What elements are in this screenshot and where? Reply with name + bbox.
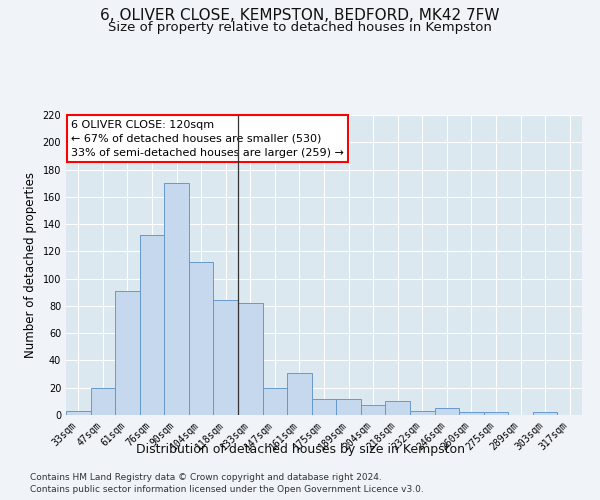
Y-axis label: Number of detached properties: Number of detached properties (24, 172, 37, 358)
Bar (115, 291, 140, 415)
Bar (484, 412, 508, 415)
Bar (263, 388, 287, 415)
Text: Distribution of detached houses by size in Kempston: Distribution of detached houses by size … (136, 442, 464, 456)
Bar (410, 411, 434, 415)
Text: Contains public sector information licensed under the Open Government Licence v3: Contains public sector information licen… (30, 485, 424, 494)
Bar (66, 411, 91, 415)
Bar (385, 402, 410, 415)
Bar (361, 406, 385, 415)
Bar (533, 412, 557, 415)
Bar (434, 408, 459, 415)
Text: 6, OLIVER CLOSE, KEMPSTON, BEDFORD, MK42 7FW: 6, OLIVER CLOSE, KEMPSTON, BEDFORD, MK42… (100, 8, 500, 22)
Bar (189, 262, 214, 415)
Bar (140, 235, 164, 415)
Bar (214, 300, 238, 415)
Bar (238, 303, 263, 415)
Bar (91, 388, 115, 415)
Bar (336, 398, 361, 415)
Bar (312, 398, 336, 415)
Bar (287, 372, 312, 415)
Text: Size of property relative to detached houses in Kempston: Size of property relative to detached ho… (108, 21, 492, 34)
Bar (164, 183, 189, 415)
Text: Contains HM Land Registry data © Crown copyright and database right 2024.: Contains HM Land Registry data © Crown c… (30, 472, 382, 482)
Text: 6 OLIVER CLOSE: 120sqm
← 67% of detached houses are smaller (530)
33% of semi-de: 6 OLIVER CLOSE: 120sqm ← 67% of detached… (71, 120, 344, 158)
Bar (459, 412, 484, 415)
